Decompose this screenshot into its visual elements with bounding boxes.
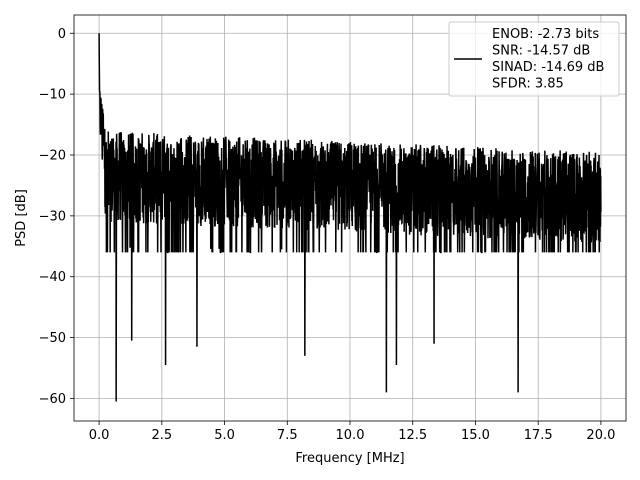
y-tick-label: −20	[39, 149, 66, 164]
legend-label-enob: ENOB: -2.73 bits	[492, 27, 599, 42]
y-tick-label: −60	[39, 392, 66, 407]
legend-label-sfdr: SFDR: 3.85	[492, 77, 564, 92]
x-tick-label: 17.5	[524, 428, 553, 443]
legend-box	[448, 21, 620, 97]
plot-area	[98, 33, 602, 402]
series-line-psd	[98, 33, 602, 402]
y-tick-label: −40	[39, 270, 66, 285]
legend-label-sinad: SINAD: -14.69 dB	[492, 60, 604, 75]
x-tick-label: 20.0	[586, 428, 615, 443]
y-tick-label: 0	[58, 27, 66, 42]
ticks: 0.0 2.5 5.0 7.5 10.0 12.5 15.0 17.5 20.0 0 −10 −20 −…	[39, 27, 616, 443]
x-tick-label: 7.5	[277, 428, 298, 443]
x-tick-label: 0.0	[89, 428, 110, 443]
x-tick-label: 2.5	[151, 428, 172, 443]
x-tick-label: 10.0	[336, 428, 365, 443]
x-tick-label: 12.5	[398, 428, 427, 443]
y-tick-label: −30	[39, 209, 66, 224]
x-tick-label: 15.0	[461, 428, 490, 443]
y-tick-label: −10	[39, 88, 66, 103]
x-axis-label: Frequency [MHz]	[295, 451, 404, 466]
legend: ENOB: -2.73 bits SNR: -14.57 dB SINAD: -…	[448, 21, 620, 97]
y-axis-label: PSD [dB]	[14, 189, 29, 247]
y-tick-label: −50	[39, 331, 66, 346]
x-tick-label: 5.0	[214, 428, 235, 443]
legend-label-snr: SNR: -14.57 dB	[492, 44, 590, 59]
